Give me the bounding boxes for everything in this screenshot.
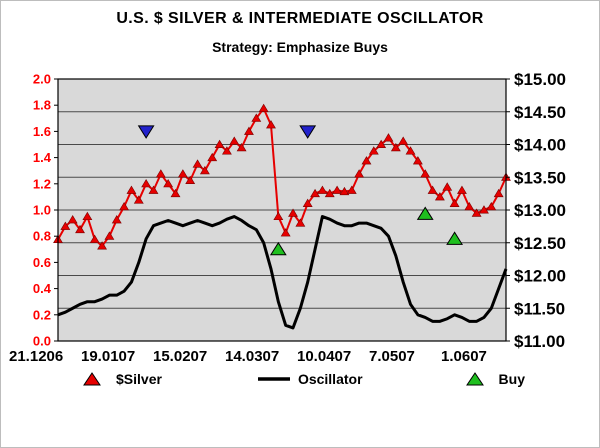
silver-triangle-icon	[83, 372, 101, 386]
legend-label: $Silver	[116, 371, 162, 387]
chart-title: U.S. $ SILVER & INTERMEDIATE OSCILLATOR	[116, 10, 484, 27]
buy-triangle-marker	[416, 206, 434, 220]
left-axis-labels: 2.0 1.8 1.6 1.4 1.2 1.0 0.8 0.6 0.4 0.2 0.0	[33, 72, 52, 349]
svg-text:0.0: 0.0	[33, 334, 51, 349]
svg-text:1.8: 1.8	[33, 98, 51, 113]
legend-label: Buy	[498, 371, 525, 387]
down-triangle-marker	[299, 125, 317, 139]
svg-text:1.6: 1.6	[33, 124, 51, 139]
svg-text:2.0: 2.0	[33, 72, 51, 87]
svg-text:0.6: 0.6	[33, 255, 51, 270]
legend: $Silver Oscillator Buy	[1, 371, 599, 387]
svg-text:$15.00: $15.00	[514, 70, 566, 89]
silver-point-markers	[53, 103, 511, 250]
chart-area: 2.0 1.8 1.6 1.4 1.2 1.0 0.8 0.6 0.4 0.2 0.0 $15.00 $…	[1, 59, 599, 365]
svg-text:1.4: 1.4	[33, 150, 52, 165]
svg-text:$11.50: $11.50	[514, 299, 565, 318]
svg-text:14.0307: 14.0307	[225, 348, 279, 365]
svg-text:19.0107: 19.0107	[81, 348, 135, 365]
svg-text:$13.00: $13.00	[514, 201, 566, 220]
svg-text:7.0507: 7.0507	[369, 348, 415, 365]
svg-text:0.8: 0.8	[33, 229, 51, 244]
legend-item-buy: Buy	[458, 371, 525, 387]
svg-text:1.2: 1.2	[33, 176, 51, 191]
chart-subtitle: Strategy: Emphasize Buys	[212, 39, 388, 55]
svg-text:1.0: 1.0	[33, 203, 51, 218]
svg-text:1.0607: 1.0607	[441, 348, 487, 365]
svg-text:$11.00: $11.00	[514, 332, 565, 351]
legend-label: Oscillator	[297, 371, 363, 387]
svg-text:10.0407: 10.0407	[297, 348, 351, 365]
svg-text:0.4: 0.4	[33, 281, 52, 296]
x-axis-labels: 21.1206 19.0107 15.0207 14.0307 10.0407 7.050…	[9, 348, 487, 365]
legend-item-oscillator: Oscillator	[257, 371, 363, 387]
buy-triangle-icon	[465, 372, 484, 386]
svg-text:$12.00: $12.00	[514, 267, 566, 286]
down-triangle-marker	[137, 125, 155, 139]
svg-text:$14.00: $14.00	[514, 136, 566, 155]
buy-triangle-marker	[446, 231, 463, 245]
svg-text:$13.50: $13.50	[514, 168, 566, 187]
svg-text:$12.50: $12.50	[514, 234, 566, 253]
legend-item-silver: $Silver	[75, 371, 162, 387]
oscillator-line-icon	[257, 377, 290, 381]
buy-triangle-marker	[269, 241, 287, 256]
svg-text:$14.50: $14.50	[514, 103, 566, 122]
svg-text:21.1206: 21.1206	[9, 348, 63, 365]
right-axis-labels: $15.00 $14.50 $14.00 $13.50 $13.00 $12.50 $12.…	[514, 70, 566, 351]
svg-text:15.0207: 15.0207	[153, 348, 207, 365]
oscillator-line	[57, 215, 508, 330]
chart-canvas: 2.01.81.61.41.21.00.80.60.40.20.0$15.00$…	[9, 70, 566, 365]
svg-text:0.2: 0.2	[33, 307, 51, 322]
